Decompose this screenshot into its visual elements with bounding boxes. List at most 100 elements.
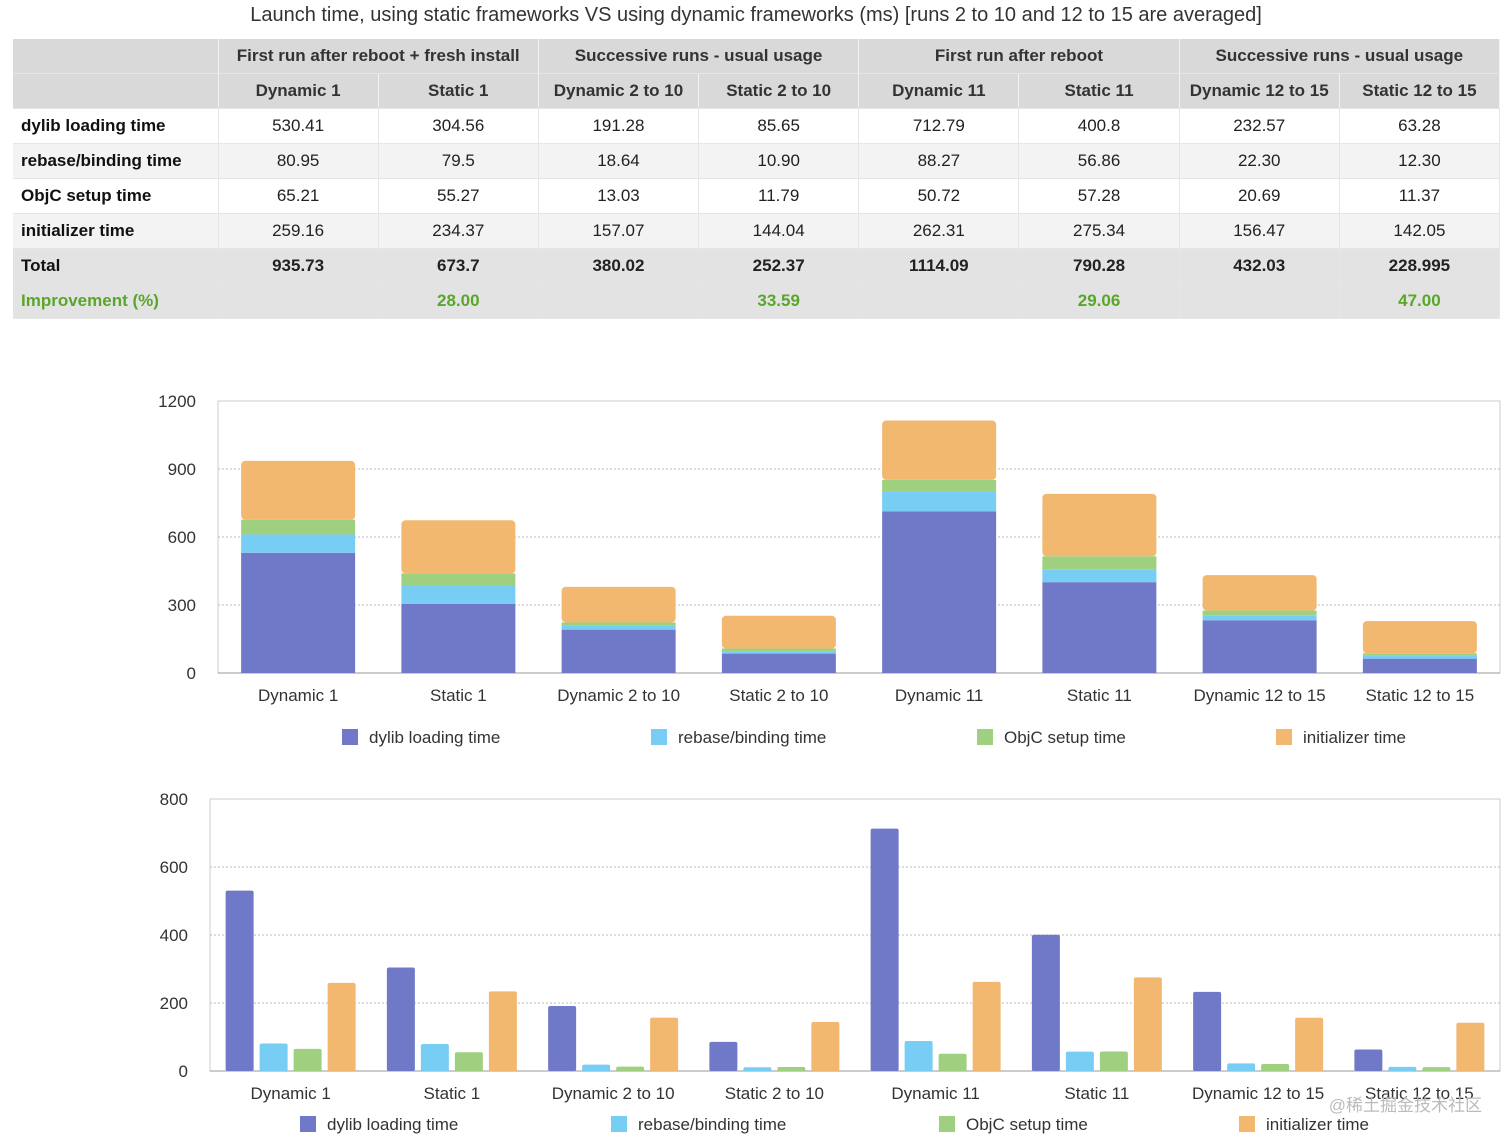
- bar-segment: [401, 603, 516, 673]
- watermark: @稀土掘金技术社区: [1328, 1096, 1482, 1115]
- bar: [870, 828, 899, 1071]
- table-cell: 156.47: [1179, 213, 1340, 249]
- bar-segment: [561, 625, 676, 630]
- table-cell: 18.64: [538, 143, 700, 179]
- bar: [1065, 1051, 1094, 1071]
- legend-label: ObjC setup time: [1004, 728, 1126, 747]
- legend-swatch: [611, 1116, 627, 1132]
- page-title: Launch time, using static frameworks VS …: [250, 4, 1262, 26]
- table-group-header: Successive runs - usual usage: [538, 39, 860, 74]
- table-cell: [858, 283, 1020, 319]
- legend-label: dylib loading time: [327, 1115, 458, 1134]
- x-tick-label: Dynamic 2 to 10: [557, 686, 680, 705]
- table-row: ObjC setup time 65.21 55.27 13.03 11.79 50.72…: [13, 178, 1501, 214]
- table-group-header: First run after reboot: [858, 39, 1180, 74]
- bar: [1031, 934, 1060, 1071]
- legend-label: dylib loading time: [369, 728, 500, 747]
- bar: [548, 1005, 577, 1071]
- bar: [386, 967, 415, 1071]
- bar: [327, 982, 356, 1071]
- bar: [1388, 1066, 1417, 1071]
- table-cell: 55.27: [378, 178, 539, 214]
- bar-segment: [401, 573, 516, 586]
- bar: [743, 1067, 772, 1071]
- table-group-header: First run after reboot + fresh install: [218, 39, 539, 74]
- stacked-bar-chart: 0 300 600 900 1200 Dynamic 1 Static 1 Dynamic 2…: [158, 392, 1501, 747]
- table-row-label: dylib loading time: [13, 108, 219, 144]
- bar: [1456, 1022, 1485, 1071]
- bar: [938, 1053, 967, 1071]
- bar-segment: [1042, 569, 1157, 583]
- x-tick-label: Static 11: [1067, 686, 1132, 705]
- table-column-header: Static 11: [1018, 73, 1180, 109]
- table-cell: 530.41: [218, 108, 379, 144]
- legend-label: initializer time: [1303, 728, 1406, 747]
- bar-segment: [401, 585, 516, 604]
- table-cell: 28.00: [378, 283, 539, 319]
- x-tick-label: Static 12 to 15: [1365, 1084, 1474, 1103]
- y-tick-label: 0: [179, 1062, 188, 1081]
- bar-segment: [561, 586, 676, 623]
- bar: [259, 1043, 288, 1071]
- table-row-label: Improvement (%): [13, 283, 219, 319]
- bar-segment: [1042, 582, 1157, 673]
- x-tick-label: Dynamic 1: [258, 686, 338, 705]
- bar: [488, 991, 517, 1071]
- table-column-header: Static 2 to 10: [698, 73, 860, 109]
- bar-segment: [721, 648, 836, 652]
- table-cell: 400.8: [1018, 108, 1180, 144]
- bar: [650, 1017, 679, 1071]
- table-cell: 144.04: [698, 213, 860, 249]
- bar: [709, 1041, 738, 1071]
- table-group-header: Successive runs - usual usage: [1179, 39, 1501, 74]
- table-cell: 432.03: [1179, 248, 1340, 284]
- bar-segment: [721, 653, 836, 673]
- x-tick-label: Static 11: [1064, 1084, 1129, 1103]
- table-cell: 50.72: [858, 178, 1020, 214]
- table-row-label: Total: [13, 248, 219, 284]
- x-tick-label: Dynamic 12 to 15: [1192, 1084, 1324, 1103]
- bar: [1261, 1063, 1290, 1071]
- legend-swatch: [342, 729, 358, 745]
- table-cell: 935.73: [218, 248, 379, 284]
- x-tick-label: Static 1: [424, 1084, 481, 1103]
- bar-segment: [882, 479, 997, 492]
- x-tick-label: Dynamic 12 to 15: [1193, 686, 1325, 705]
- table-row: dylib loading time 530.41 304.56 191.28 85.6…: [13, 108, 1501, 144]
- bar-segment: [1042, 493, 1157, 557]
- x-tick-label: Dynamic 1: [250, 1084, 330, 1103]
- table-cell: 259.16: [218, 213, 379, 249]
- table-cell: [218, 283, 379, 319]
- bar-segment: [401, 520, 516, 574]
- table-row: initializer time 259.16 234.37 157.07 144.04…: [13, 213, 1501, 249]
- table-cell: 712.79: [858, 108, 1020, 144]
- bar: [1422, 1067, 1451, 1071]
- x-tick-label: Static 1: [430, 686, 487, 705]
- table-cell: 275.34: [1018, 213, 1180, 249]
- table-column-header: Dynamic 11: [858, 73, 1020, 109]
- bar-segment: [241, 534, 356, 553]
- table-cell: 11.37: [1339, 178, 1501, 214]
- table-cell: 157.07: [538, 213, 700, 249]
- table-cell: 79.5: [378, 143, 539, 179]
- bar: [1354, 1049, 1383, 1071]
- legend-swatch: [300, 1116, 316, 1132]
- table-cell: 252.37: [698, 248, 860, 284]
- x-tick-label: Static 2 to 10: [729, 686, 828, 705]
- bar-segment: [1362, 658, 1477, 673]
- bar: [616, 1066, 645, 1071]
- bar-segment: [241, 460, 356, 520]
- y-tick-label: 800: [160, 790, 188, 809]
- table-cell: 88.27: [858, 143, 1020, 179]
- table-cell: 80.95: [218, 143, 379, 179]
- launch-time-table: First run after reboot + fresh install Su…: [13, 39, 1501, 319]
- x-tick-label: Dynamic 11: [895, 686, 984, 705]
- table-column-header: Static 12 to 15: [1339, 73, 1501, 109]
- table-cell: 13.03: [538, 178, 700, 214]
- legend-swatch: [939, 1116, 955, 1132]
- bar: [1227, 1063, 1256, 1071]
- table-cell: 22.30: [1179, 143, 1340, 179]
- table-cell: 234.37: [378, 213, 539, 249]
- y-tick-label: 0: [187, 664, 196, 683]
- y-tick-label: 600: [160, 858, 188, 877]
